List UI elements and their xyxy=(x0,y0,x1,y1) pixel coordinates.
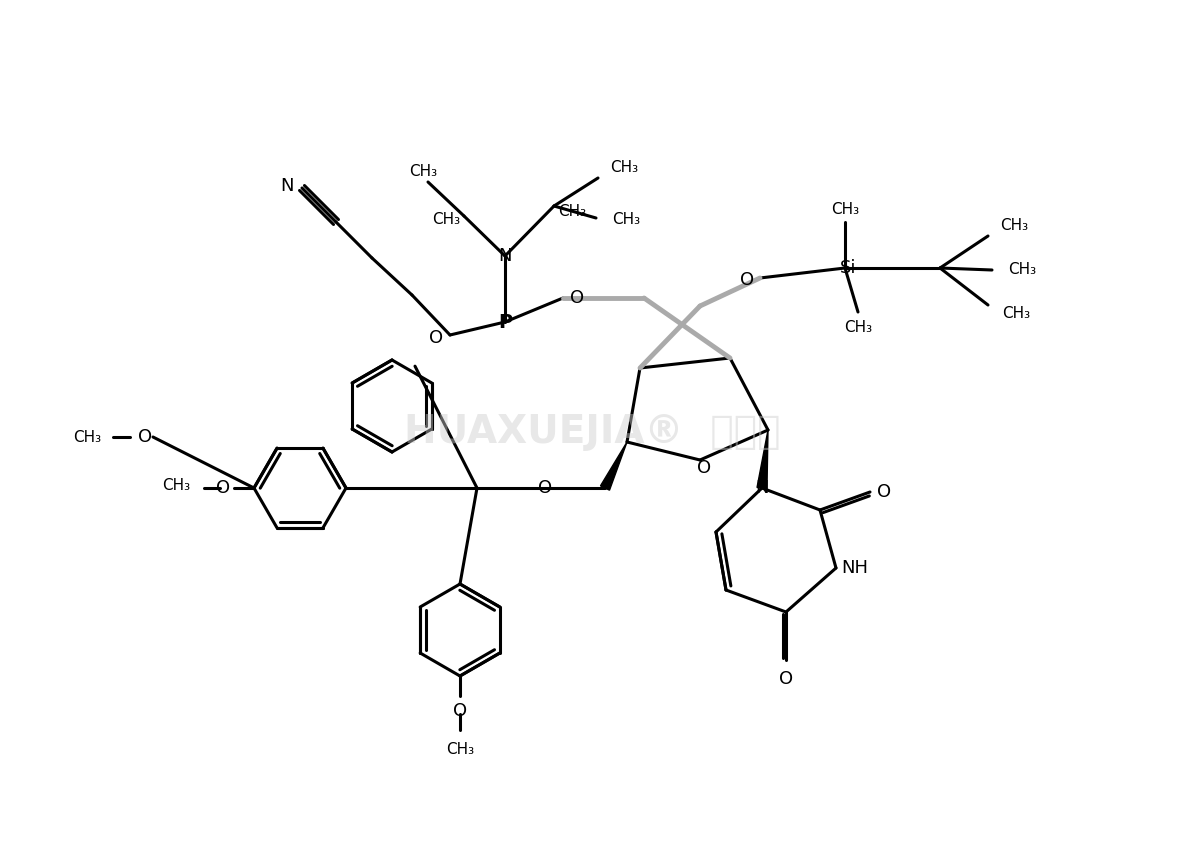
Text: CH₃: CH₃ xyxy=(1000,219,1029,233)
Text: CH₃: CH₃ xyxy=(409,164,437,180)
Text: O: O xyxy=(538,479,552,497)
Text: CH₃: CH₃ xyxy=(1008,263,1036,277)
Text: N: N xyxy=(498,247,512,265)
Text: CH₃: CH₃ xyxy=(431,213,460,227)
Text: O: O xyxy=(429,329,443,347)
Polygon shape xyxy=(757,430,768,488)
Text: NH: NH xyxy=(841,559,867,577)
Text: O: O xyxy=(137,428,152,446)
Text: CH₃: CH₃ xyxy=(558,204,587,219)
Text: CH₃: CH₃ xyxy=(844,320,872,334)
Text: CH₃: CH₃ xyxy=(1003,307,1030,321)
Text: CH₃: CH₃ xyxy=(446,742,474,757)
Text: O: O xyxy=(739,271,754,289)
Text: N: N xyxy=(755,479,769,497)
Polygon shape xyxy=(601,442,627,490)
Text: O: O xyxy=(697,459,711,477)
Text: O: O xyxy=(570,289,584,307)
Text: CH₃: CH₃ xyxy=(831,201,859,217)
Text: O: O xyxy=(877,483,891,501)
Text: N: N xyxy=(281,177,294,195)
Text: CH₃: CH₃ xyxy=(611,213,640,227)
Text: O: O xyxy=(779,670,793,688)
Text: P: P xyxy=(498,313,512,332)
Text: CH₃: CH₃ xyxy=(73,429,101,444)
Text: CH₃: CH₃ xyxy=(162,479,190,493)
Text: O: O xyxy=(453,702,467,720)
Text: HUAXUEJIA®  化学加: HUAXUEJIA® 化学加 xyxy=(404,413,780,451)
Text: O: O xyxy=(216,479,230,497)
Text: CH₃: CH₃ xyxy=(610,161,639,175)
Text: Si: Si xyxy=(840,259,857,277)
